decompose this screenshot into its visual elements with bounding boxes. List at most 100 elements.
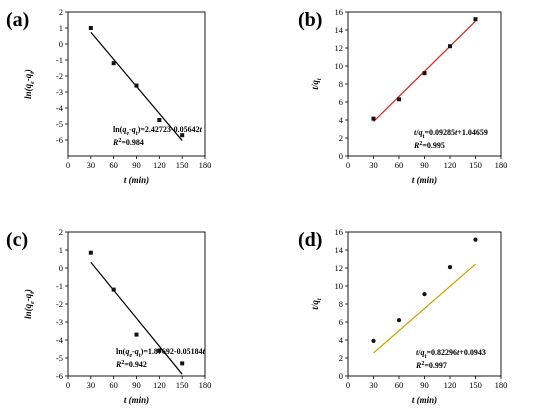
data-point [180, 133, 185, 138]
y-tick-label: -1 [56, 55, 63, 65]
data-point [180, 361, 185, 366]
y-tick-label: 6 [339, 97, 343, 107]
panel-label: (a) [6, 9, 29, 31]
x-tick-label: 60 [395, 160, 404, 170]
data-point [371, 116, 376, 121]
y-tick-label: 2 [339, 353, 343, 363]
y-tick-label: 1 [59, 23, 63, 33]
x-tick-label: 120 [153, 380, 166, 390]
y-tick-label: -1 [56, 281, 63, 291]
x-tick-label: 30 [369, 160, 378, 170]
x-axis-title: t (min) [124, 175, 149, 185]
x-tick-label: 180 [495, 160, 508, 170]
data-point [157, 118, 162, 122]
y-tick-label: 12 [335, 263, 344, 273]
x-tick-label: 30 [87, 380, 96, 390]
y-tick-label: -5 [56, 119, 63, 129]
y-tick-label: -6 [56, 135, 63, 145]
r-squared: R2=0.995 [413, 141, 445, 150]
y-tick-label: 2 [59, 227, 63, 237]
x-tick-label: 90 [420, 160, 429, 170]
r-squared: R2=0.984 [112, 138, 144, 147]
data-point [134, 332, 139, 337]
panel-label: (c) [6, 229, 28, 251]
fit-line [373, 263, 476, 354]
y-tick-label: 2 [59, 7, 63, 17]
y-tick-label: 10 [335, 61, 344, 71]
y-tick-label: -6 [56, 371, 63, 381]
data-point [111, 287, 116, 292]
data-point [422, 292, 427, 297]
panel-label: (d) [298, 229, 322, 251]
x-tick-label: 180 [199, 160, 212, 170]
x-tick-label: 0 [66, 160, 70, 170]
y-tick-label: 14 [335, 25, 344, 35]
y-tick-label: -2 [56, 299, 63, 309]
data-point [88, 250, 93, 255]
r-squared: R2=0.942 [115, 360, 147, 369]
x-tick-label: 180 [199, 380, 212, 390]
x-tick-label: 60 [109, 380, 118, 390]
data-point [396, 318, 402, 323]
x-axis-title: t (min) [412, 175, 437, 185]
x-tick-label: 90 [420, 380, 429, 390]
y-tick-label: 0 [339, 151, 343, 161]
y-tick-label: 0 [59, 263, 63, 273]
y-axis-title: ln(qe-qt) [23, 289, 36, 319]
y-axis-title: t/qt [310, 298, 323, 310]
y-axis-title: ln(qe-qt) [23, 69, 36, 99]
y-tick-label: 4 [339, 115, 344, 125]
x-axis-title: t (min) [124, 395, 149, 405]
y-tick-label: 1 [59, 245, 63, 255]
x-tick-label: 0 [346, 380, 350, 390]
x-tick-label: 150 [469, 160, 482, 170]
data-point [371, 338, 376, 343]
data-point [88, 26, 93, 30]
chart-panel-c: (c) 0 30 60 90 120 150 180 -6 -5 -4 -3 -2 -1 0 1 2 t (min… [6, 227, 211, 405]
y-tick-label: 12 [335, 43, 344, 53]
y-tick-label: 10 [335, 281, 344, 291]
x-tick-label: 150 [176, 380, 189, 390]
y-tick-label: 0 [339, 371, 343, 381]
y-tick-label: 4 [339, 335, 344, 345]
y-tick-label: 14 [335, 245, 344, 255]
fit-equation: t/qt=0.09285t+1.04659 [414, 128, 488, 140]
chart-panel-b: (b) 0 30 60 90 120 150 180 0 2 4 6 8 10 12 14 16 t (min) t… [298, 7, 507, 185]
y-tick-label: 8 [339, 79, 343, 89]
x-tick-label: 60 [109, 160, 118, 170]
data-point [448, 44, 452, 49]
x-tick-label: 180 [495, 380, 508, 390]
x-tick-label: 120 [153, 160, 166, 170]
x-tick-label: 150 [469, 380, 482, 390]
x-tick-label: 120 [444, 380, 457, 390]
x-tick-label: 30 [87, 160, 96, 170]
y-tick-label: -4 [56, 103, 64, 113]
data-point [397, 97, 401, 102]
x-tick-label: 30 [369, 380, 378, 390]
chart-panel-d: (d) 0 30 60 90 120 150 180 0 2 4 6 8 10 12 14 16 t (min) t… [298, 227, 507, 405]
data-point [473, 17, 478, 22]
data-point [473, 237, 478, 242]
fit-equation: ln(qe-qt)=1.87692-0.05184t [116, 347, 206, 359]
x-tick-label: 90 [132, 160, 141, 170]
y-tick-label: 16 [335, 227, 344, 237]
y-tick-label: 2 [339, 133, 343, 143]
y-tick-label: -3 [56, 87, 63, 97]
data-point [134, 83, 139, 88]
data-point [111, 61, 116, 66]
y-tick-label: 8 [339, 299, 343, 309]
x-tick-label: 60 [395, 380, 404, 390]
x-tick-label: 90 [132, 380, 141, 390]
y-tick-label: 6 [339, 317, 343, 327]
x-tick-label: 150 [176, 160, 189, 170]
x-tick-label: 0 [346, 160, 350, 170]
data-point [447, 265, 453, 270]
x-tick-label: 120 [444, 160, 457, 170]
y-axis-title: t/qt [310, 78, 323, 90]
y-tick-label: 16 [335, 7, 344, 17]
fit-equation: ln(qe-qt)=2.42723-0.05642t [113, 125, 203, 137]
fit-line [90, 261, 183, 375]
panel-label: (b) [298, 9, 322, 31]
data-point [422, 71, 427, 76]
